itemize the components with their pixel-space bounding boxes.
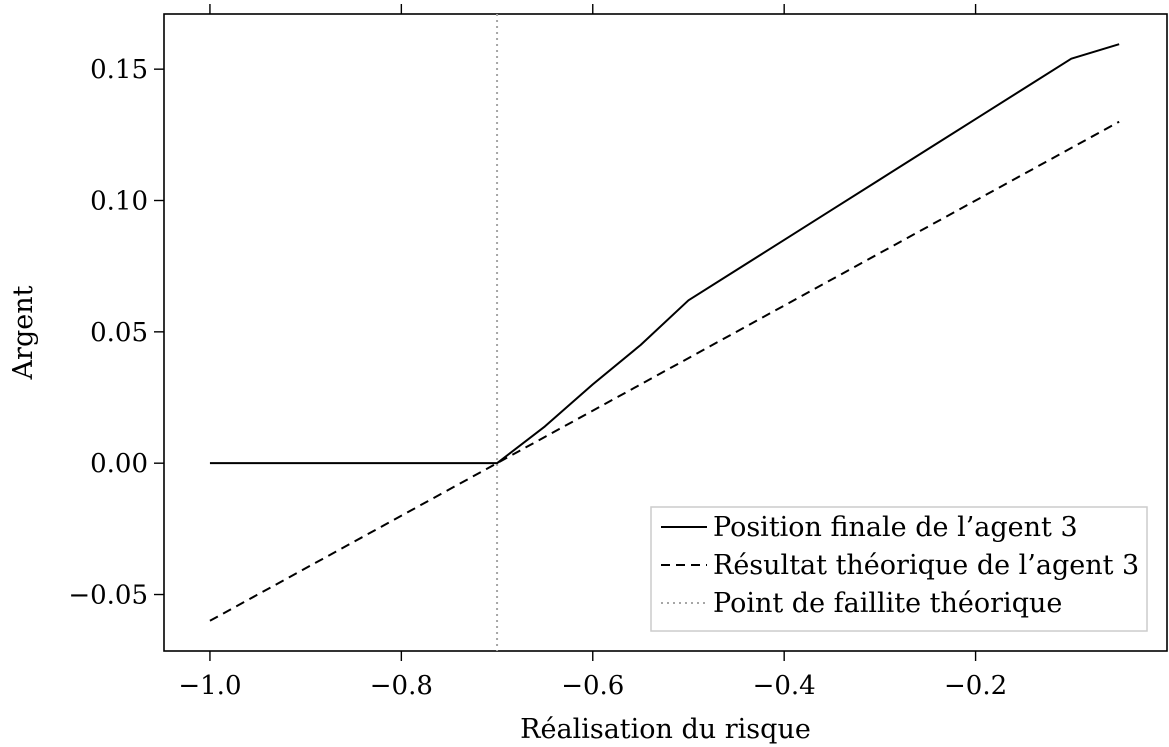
legend-box — [650, 506, 1148, 632]
x-tick-label: −1.0 — [178, 671, 241, 701]
x-axis-title: Réalisation du risque — [520, 714, 811, 745]
x-tick-label: −0.8 — [370, 671, 433, 701]
y-tick-label: 0.10 — [90, 187, 148, 217]
y-tick-label: 0.15 — [90, 55, 148, 85]
series-lines — [209, 43, 1120, 622]
y-axis-title: Argent — [8, 285, 39, 380]
y-axis-ticks: −0.05 0.00 0.05 0.10 0.15 — [68, 55, 164, 611]
legend: Position finale de l’agent 3 Résultat thé… — [650, 506, 1148, 632]
x-axis-ticks: −1.0 −0.8 −0.6 −0.4 −0.2 — [178, 4, 1007, 701]
x-tick-label: −0.2 — [944, 671, 1007, 701]
series-line-resultat-theorique — [209, 120, 1120, 622]
series-line-position-finale — [209, 43, 1120, 465]
x-tick-label: −0.4 — [753, 671, 816, 701]
x-tick-label: −0.6 — [561, 671, 624, 701]
y-tick-label: 0.00 — [90, 449, 148, 479]
legend-label: Résultat théorique de l’agent 3 — [713, 550, 1139, 581]
y-tick-label: 0.05 — [90, 318, 148, 348]
legend-label: Position finale de l’agent 3 — [713, 512, 1078, 543]
y-tick-label: −0.05 — [68, 581, 148, 611]
legend-label: Point de faillite théorique — [713, 588, 1062, 619]
